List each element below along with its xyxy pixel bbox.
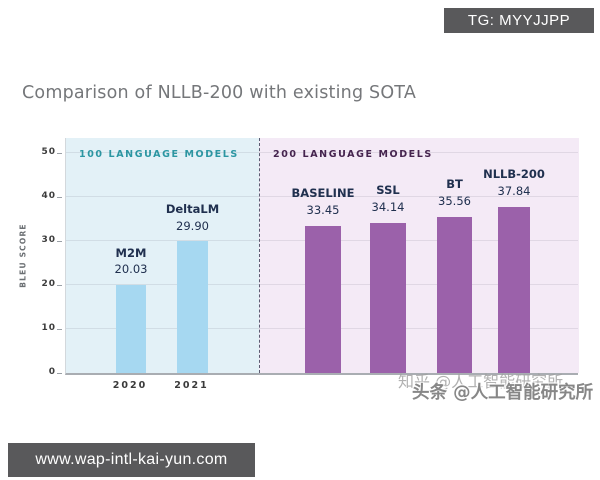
bar-name: SSL bbox=[376, 183, 400, 198]
bar-value: 33.45 bbox=[306, 203, 340, 218]
y-tick-label: 20 bbox=[41, 279, 56, 289]
bar-name: DeltaLM bbox=[165, 202, 220, 217]
y-tick-mark bbox=[57, 285, 62, 286]
watermark-toutiao: 头条 @人工智能研究所 bbox=[412, 383, 594, 403]
tg-badge: TG: MYYJJPP bbox=[444, 8, 594, 33]
x-tick-label: 2021 bbox=[174, 380, 209, 391]
section-label: 100 LANGUAGE MODELS bbox=[79, 149, 239, 160]
bar-m2m bbox=[116, 284, 146, 373]
bar-bt bbox=[437, 216, 472, 373]
bar-value: 35.56 bbox=[438, 193, 471, 208]
bar-label-baseline: BASELINE 33.45 bbox=[268, 185, 378, 218]
watermark-zhihu: 知乎 @人工智能研究所 bbox=[398, 372, 564, 391]
y-tick-label: 30 bbox=[41, 235, 56, 245]
y-tick-label: 50 bbox=[41, 147, 56, 157]
y-tick-label: 10 bbox=[41, 323, 56, 333]
x-tick-label: 2020 bbox=[112, 380, 148, 391]
bar-deltalm bbox=[177, 241, 208, 373]
y-axis-label: BLEU SCORE bbox=[18, 223, 28, 288]
bar-baseline bbox=[305, 225, 341, 373]
bar-ssl bbox=[370, 222, 406, 373]
bar-label-ssl: SSL 34.14 bbox=[333, 182, 443, 215]
gridline bbox=[66, 196, 578, 197]
y-tick-mark bbox=[57, 373, 62, 374]
footer-url-bar: www.wap-intl-kai-yun.com bbox=[8, 443, 255, 477]
bar-nllb-200 bbox=[498, 206, 530, 373]
bar-value: 37.84 bbox=[497, 183, 531, 198]
bar-label-m2m: M2M 20.03 bbox=[76, 245, 186, 278]
bar-label-bt: BT 35.56 bbox=[400, 176, 510, 209]
y-tick-mark bbox=[57, 329, 62, 330]
bar-value: 20.03 bbox=[114, 262, 148, 277]
bar-name: BASELINE bbox=[291, 186, 355, 201]
y-tick-label: 0 bbox=[48, 367, 56, 377]
y-tick-mark bbox=[57, 153, 62, 154]
gridline bbox=[66, 152, 578, 153]
bar-label-nllb-200: NLLB-200 37.84 bbox=[459, 166, 569, 199]
chart-section-1: 100 LANGUAGE MODELS bbox=[66, 138, 259, 373]
plot-area: 100 LANGUAGE MODELS 200 LANGUAGE MODELS M2… bbox=[65, 138, 579, 375]
bar-name: M2M bbox=[115, 245, 147, 260]
page-title: Comparison of NLLB-200 with existing SOT… bbox=[22, 83, 417, 103]
bar-name: NLLB-200 bbox=[483, 167, 545, 182]
bar-chart: BLEU SCORE 100 LANGUAGE MODELS 200 LANGUA… bbox=[18, 138, 579, 391]
y-tick-mark bbox=[57, 241, 62, 242]
section-label: 200 LANGUAGE MODELS bbox=[273, 149, 433, 160]
bar-label-deltalm: DeltaLM 29.90 bbox=[138, 201, 248, 234]
y-tick-mark bbox=[57, 197, 62, 198]
bar-value: 29.90 bbox=[176, 218, 209, 233]
y-tick-label: 40 bbox=[41, 191, 56, 201]
bar-name: BT bbox=[446, 177, 463, 192]
bar-value: 34.14 bbox=[371, 200, 405, 215]
